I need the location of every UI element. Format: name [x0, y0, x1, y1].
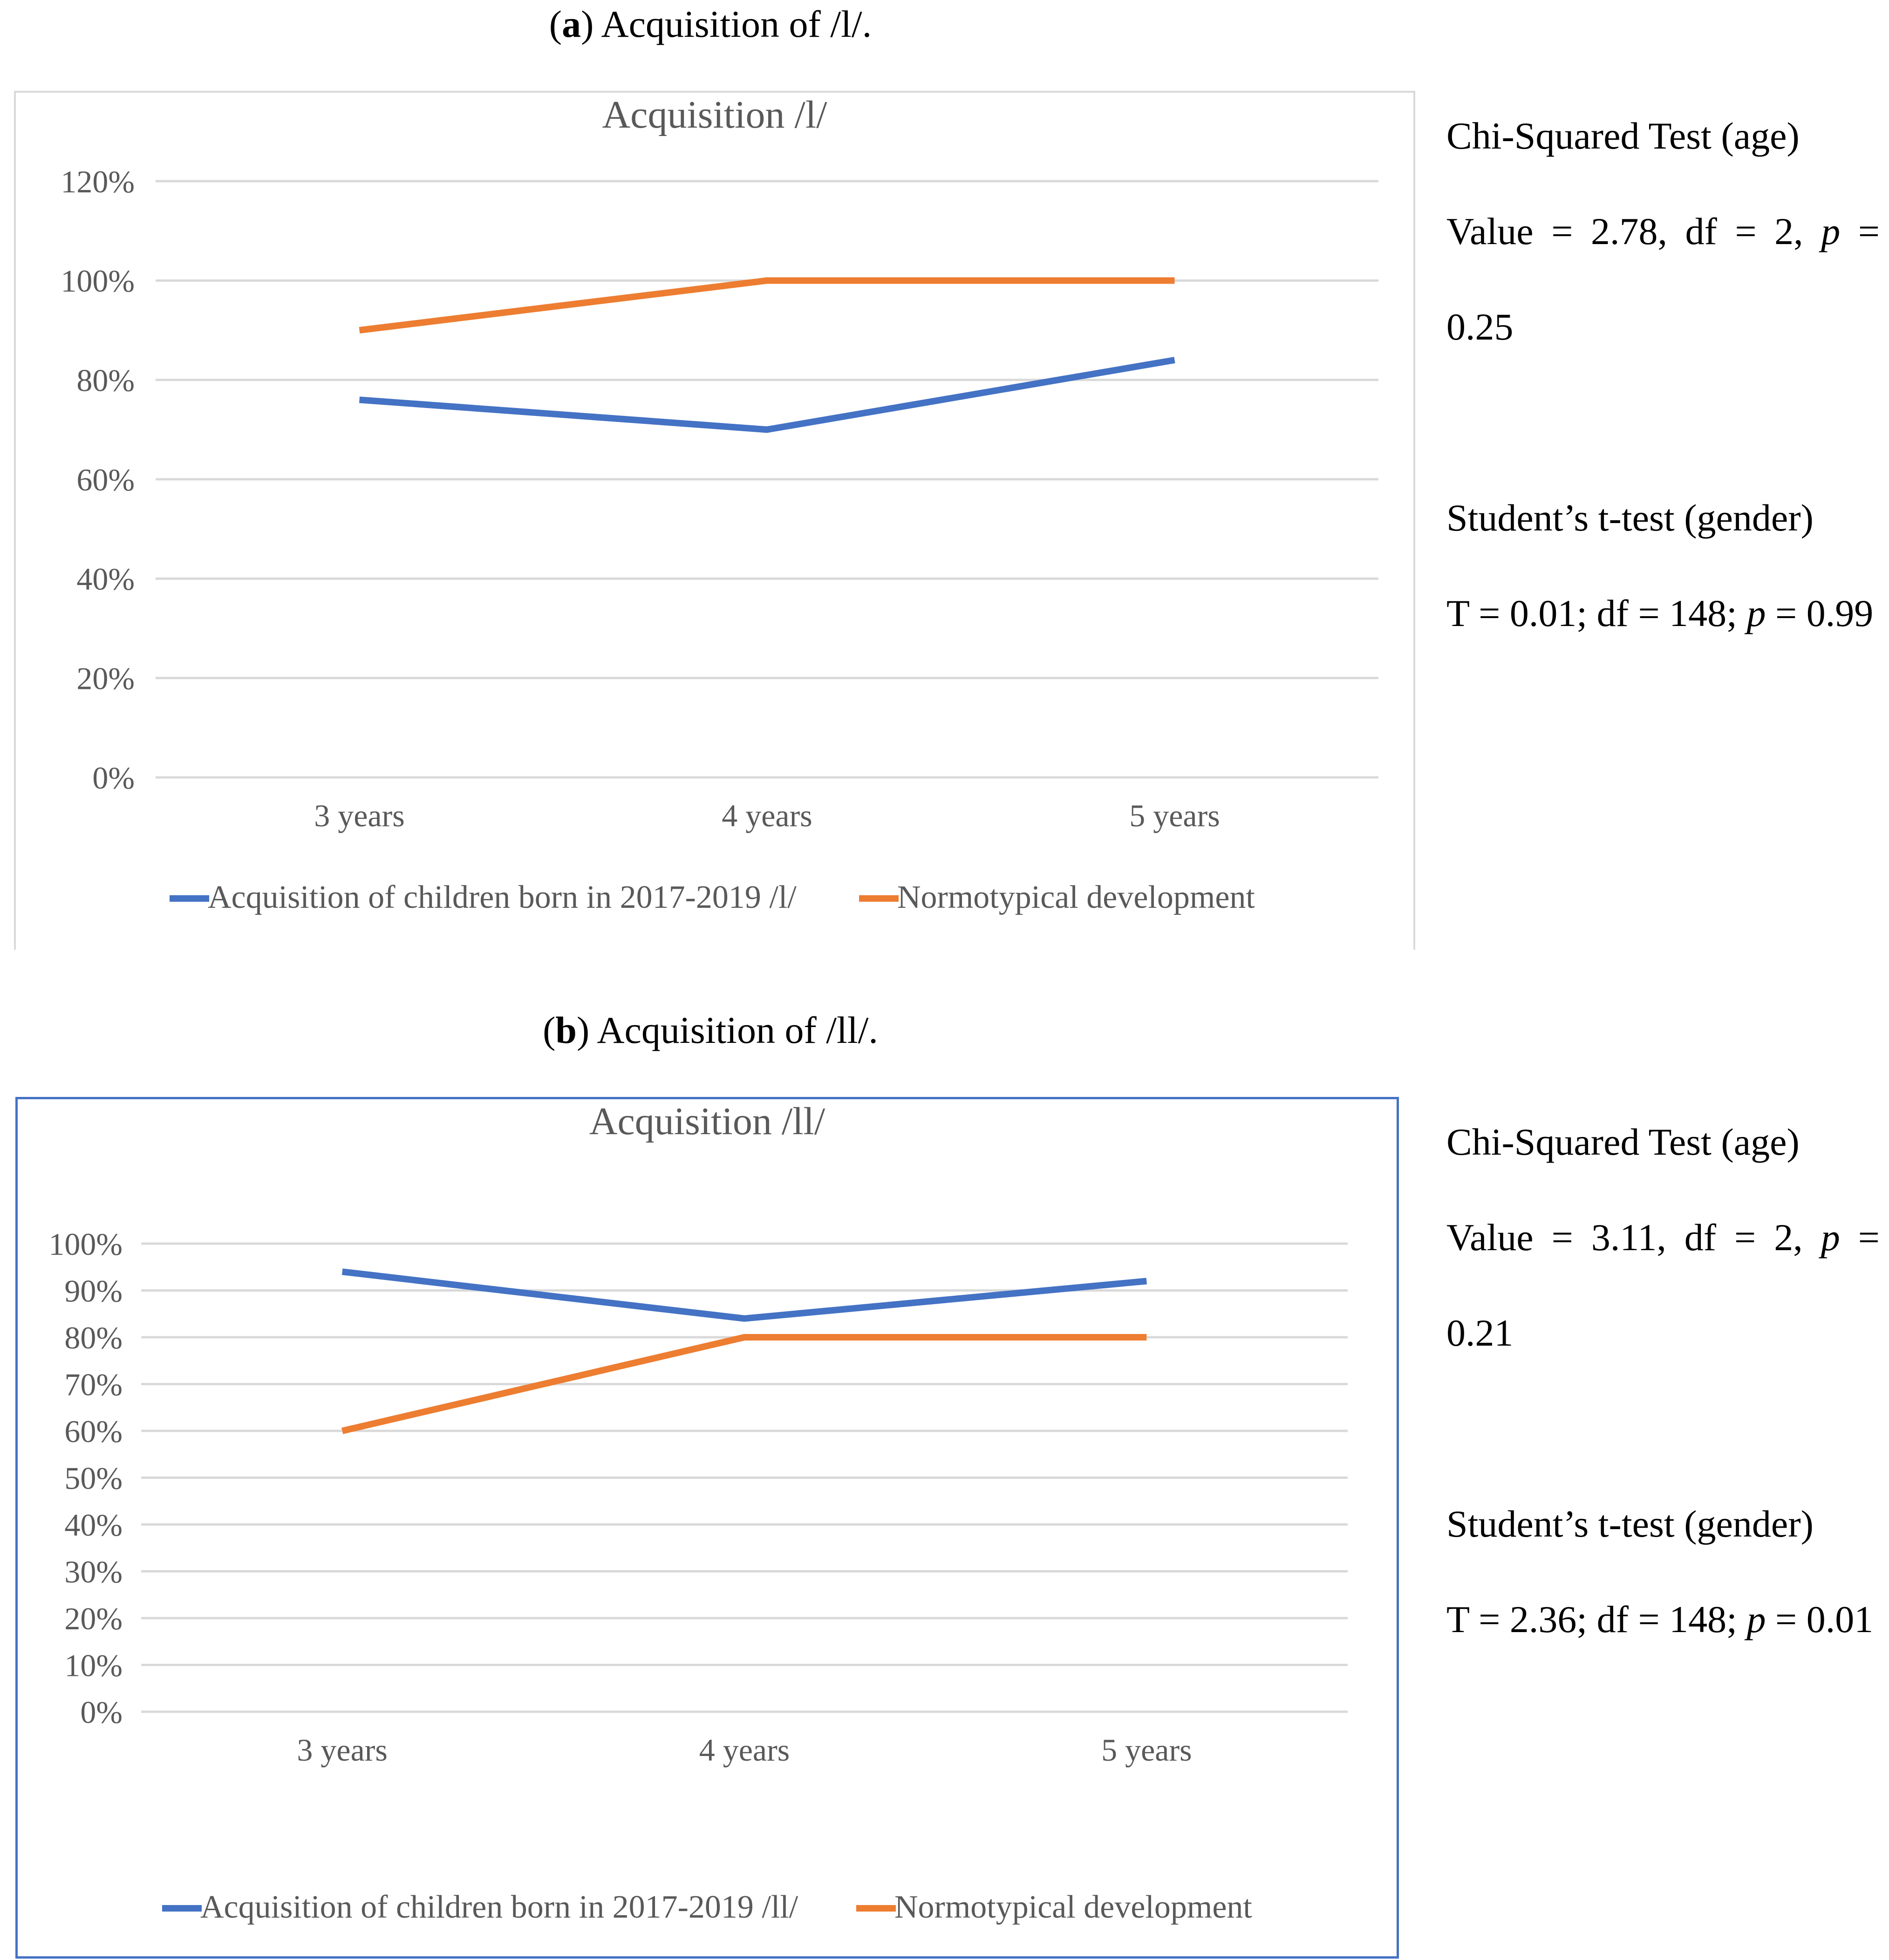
- y-tick-label: 50%: [64, 1460, 123, 1496]
- chi-word: 2,: [1774, 1216, 1803, 1259]
- chi-word: Value: [1446, 210, 1534, 252]
- chi-word: =: [1735, 210, 1757, 252]
- chi-word: df: [1685, 210, 1717, 252]
- stats-a-t-title: Student’s t-test (gender): [1446, 497, 1814, 539]
- stats-a-t-prefix: T = 0.01; df = 148;: [1446, 592, 1747, 634]
- stats-a-t-value: T = 0.01; df = 148; p = 0.99: [1446, 592, 1873, 635]
- caption-a-text: Acquisition of /l/.: [601, 3, 872, 45]
- chart-a-frame: Acquisition /l/0% 20% 40% 60% 80% 100% 120% 3 y…: [14, 91, 1415, 950]
- stats-a-chi-value: Value = 2.78, df = 2, p =: [1446, 210, 1880, 253]
- chi-word: 2,: [1774, 210, 1803, 252]
- chart-title: Acquisition /l/: [602, 93, 828, 136]
- x-tick-label: 5 years: [1129, 798, 1220, 833]
- y-tick-label: 80%: [64, 1320, 123, 1355]
- y-tick-label: 120%: [61, 164, 135, 199]
- y-tick-label: 0%: [80, 1695, 123, 1730]
- series-line-1: [359, 357, 1175, 433]
- y-tick-label: 80%: [76, 362, 135, 398]
- y-tick-label: 90%: [64, 1273, 123, 1308]
- y-tick-label: 10%: [64, 1647, 123, 1683]
- stats-b-t-value: T = 2.36; df = 148; p = 0.01: [1446, 1598, 1873, 1641]
- x-tick-label: 4 years: [722, 798, 812, 833]
- chi-word: p: [1821, 210, 1841, 252]
- caption-a: (a) Acquisition of /l/.: [549, 3, 872, 45]
- series-line-2: [359, 277, 1175, 333]
- chi-word: =: [1734, 1216, 1756, 1259]
- stats-b-chi-title: Chi-Squared Test (age): [1446, 1121, 1800, 1163]
- stats-a-chi-p: 0.25: [1446, 306, 1514, 348]
- y-tick-label: 100%: [48, 1226, 123, 1262]
- y-tick-label: 60%: [64, 1414, 123, 1449]
- chart-a: Acquisition /l/0% 20% 40% 60% 80% 100% 120% 3 y…: [61, 93, 1378, 915]
- caption-b: (b) Acquisition of /ll/.: [543, 1009, 878, 1051]
- series-line-2: [341, 1334, 1147, 1434]
- stats-b-chi-value: Value = 3.11, df = 2, p =: [1446, 1216, 1880, 1259]
- stats-b-t-title: Student’s t-test (gender): [1446, 1503, 1814, 1545]
- legend-label: Acquisition of children born in 2017-201…: [200, 1889, 798, 1925]
- stats-a-t-p-label: p: [1746, 592, 1766, 634]
- stats-a-t-p-value: = 0.99: [1766, 592, 1874, 634]
- chart-b-frame: Acquisition /ll/0% 10% 20% 30% 40% 50% 60% 70% 8…: [15, 1097, 1399, 1959]
- chi-word: =: [1551, 1216, 1573, 1259]
- chart-title: Acquisition /ll/: [589, 1100, 825, 1143]
- x-tick-label: 5 years: [1101, 1732, 1192, 1768]
- stats-b-chi-p: 0.21: [1446, 1312, 1514, 1354]
- y-tick-label: 70%: [64, 1367, 123, 1402]
- caption-b-letter: b: [555, 1009, 577, 1051]
- chi-word: Value: [1446, 1216, 1534, 1259]
- legend-label: Normotypical development: [894, 1889, 1252, 1925]
- chi-word: 2.78,: [1591, 210, 1668, 252]
- chi-word: =: [1551, 210, 1573, 252]
- chart-b: Acquisition /ll/0% 10% 20% 30% 40% 50% 60% 70% 8…: [48, 1100, 1348, 1925]
- stats-b-t-p-label: p: [1746, 1598, 1766, 1640]
- y-tick-label: 40%: [64, 1507, 123, 1543]
- caption-a-letter: a: [562, 3, 581, 45]
- y-tick-label: 0%: [92, 760, 135, 796]
- x-tick-label: 3 years: [297, 1732, 387, 1768]
- legend-label: Acquisition of children born in 2017-201…: [208, 879, 797, 915]
- y-tick-label: 100%: [61, 263, 135, 299]
- chi-word: 3.11,: [1591, 1216, 1666, 1259]
- caption-b-text: Acquisition of /ll/.: [597, 1009, 878, 1051]
- x-tick-label: 3 years: [314, 798, 404, 833]
- y-tick-label: 30%: [64, 1554, 123, 1589]
- y-tick-label: 60%: [76, 462, 135, 497]
- y-tick-label: 20%: [64, 1601, 123, 1636]
- chi-word: df: [1684, 1216, 1717, 1259]
- chi-word: p: [1821, 1216, 1840, 1259]
- chi-word: =: [1858, 210, 1880, 252]
- series-line-1: [341, 1268, 1147, 1322]
- stats-b-t-prefix: T = 2.36; df = 148;: [1446, 1598, 1747, 1640]
- chi-word: =: [1858, 1216, 1880, 1259]
- x-tick-label: 4 years: [699, 1732, 790, 1768]
- legend-label: Normotypical development: [897, 879, 1255, 915]
- stats-a-chi-title: Chi-Squared Test (age): [1446, 115, 1800, 157]
- stats-b-t-p-value: = 0.01: [1766, 1598, 1874, 1640]
- y-tick-label: 20%: [76, 660, 135, 696]
- y-tick-label: 40%: [76, 561, 135, 597]
